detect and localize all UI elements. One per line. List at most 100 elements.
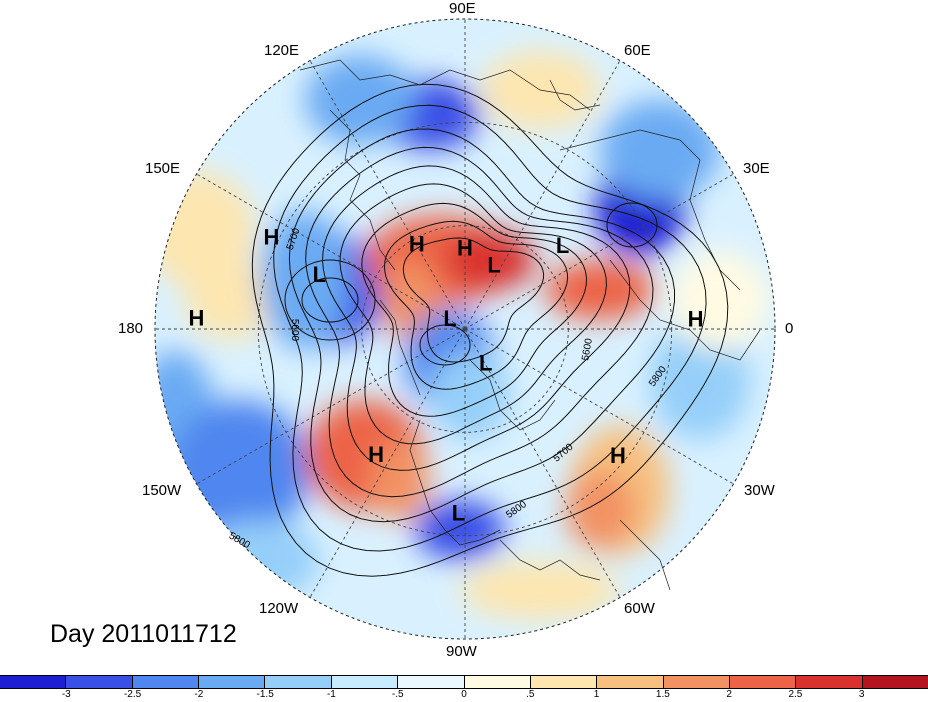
meridian-line bbox=[309, 60, 466, 330]
coastline bbox=[609, 259, 761, 361]
height-contours bbox=[251, 83, 729, 577]
colorbar-tick-label: -1 bbox=[326, 689, 336, 700]
lon-label-90w: 90W bbox=[446, 643, 477, 660]
map-boundary bbox=[154, 18, 776, 640]
colorbar-tick-label: -3 bbox=[61, 689, 71, 700]
meridian-line bbox=[464, 60, 621, 330]
warm-blob bbox=[185, 260, 275, 340]
lon-label-30w: 30W bbox=[744, 482, 775, 499]
colorbar-tick-label: -1.5 bbox=[256, 689, 274, 700]
cold-blob bbox=[600, 100, 720, 200]
colorbar-tick-label: -2 bbox=[194, 689, 204, 700]
colorbar-swatch bbox=[0, 676, 67, 688]
anomaly-blobs bbox=[155, 50, 770, 620]
lon-label-180: 180 bbox=[118, 320, 144, 337]
low-contour bbox=[419, 324, 471, 366]
colorbar-tick-label: 1 bbox=[593, 689, 600, 700]
lon-label-120w: 120W bbox=[259, 600, 299, 617]
height-contour bbox=[273, 104, 707, 552]
lon-label-90e: 90E bbox=[449, 0, 476, 17]
high-pressure-label: H bbox=[264, 225, 280, 250]
warm-blob bbox=[670, 250, 770, 350]
lon-label-60w: 60W bbox=[624, 600, 655, 617]
height-contour bbox=[322, 165, 631, 471]
colorbar-swatch bbox=[331, 676, 399, 688]
colorbar-tick-label: 2 bbox=[726, 689, 732, 700]
coastline bbox=[469, 359, 556, 431]
low-pressure-label: L bbox=[556, 233, 569, 258]
colorbar-swatch bbox=[265, 676, 332, 688]
low-contour bbox=[301, 277, 359, 323]
cold-blob bbox=[200, 520, 320, 600]
height-contour bbox=[383, 220, 569, 390]
colorbar-tick-label: 0 bbox=[461, 689, 467, 700]
graticule bbox=[155, 19, 775, 639]
colorbar bbox=[0, 675, 928, 689]
colorbar-tick-label: 2.5 bbox=[788, 689, 803, 700]
colorbar-tick-label: -2.5 bbox=[123, 689, 142, 700]
low-contour bbox=[606, 202, 658, 248]
cold-blob bbox=[170, 400, 310, 540]
high-pressure-label: H bbox=[457, 236, 473, 261]
high-pressure-label: H bbox=[189, 305, 205, 330]
colorbar-tick-label: 1.5 bbox=[655, 689, 670, 700]
low-pressure-label: L bbox=[487, 252, 500, 277]
low-pressure-label: L bbox=[452, 501, 465, 526]
warm-blob bbox=[545, 260, 655, 320]
height-contour bbox=[402, 237, 545, 363]
low-contour bbox=[284, 259, 376, 341]
lon-label-150w: 150W bbox=[142, 482, 182, 499]
meridian-line bbox=[196, 173, 466, 330]
coastline bbox=[619, 519, 671, 591]
lon-label-0: 0 bbox=[785, 320, 794, 337]
high-pressure-label: H bbox=[610, 443, 626, 468]
meridian-line bbox=[309, 328, 466, 598]
lon-label-30e: 30E bbox=[743, 160, 770, 177]
height-contour bbox=[361, 202, 588, 417]
high-pressure-label: H bbox=[409, 231, 425, 256]
cold-blob bbox=[260, 210, 350, 350]
meridian-line bbox=[464, 328, 621, 598]
meridian-line bbox=[464, 328, 734, 485]
high-pressure-label: H bbox=[368, 442, 384, 467]
height-contour bbox=[339, 183, 607, 445]
meridian-line bbox=[196, 328, 466, 485]
colorbar-swatch bbox=[398, 676, 465, 688]
height-contour bbox=[305, 146, 654, 498]
colorbar-tick-label: -.5 bbox=[391, 689, 404, 700]
colorbar-swatch bbox=[132, 676, 200, 688]
cold-blob bbox=[305, 55, 415, 145]
warm-blob bbox=[460, 560, 620, 620]
warm-blob bbox=[370, 440, 430, 520]
coastline bbox=[559, 129, 741, 291]
cold-blob bbox=[650, 320, 750, 440]
contour-value-label: 5600 bbox=[289, 319, 300, 342]
low-pressure-label: L bbox=[479, 351, 492, 376]
contour-value-label: 5600 bbox=[580, 337, 595, 361]
height-contour bbox=[288, 128, 675, 523]
coastline bbox=[549, 79, 601, 111]
coastline bbox=[499, 539, 601, 581]
coastline bbox=[379, 299, 421, 396]
meridian-line bbox=[464, 173, 734, 330]
colorbar-swatch bbox=[464, 676, 531, 688]
coastlines bbox=[299, 59, 761, 591]
colorbar-swatch bbox=[199, 676, 266, 688]
warm-blob bbox=[565, 470, 635, 550]
colorbar-ticks: -3 -2.5 -2 -1.5 -1 -.5 0 .5 1 1.5 2 2.5 3 bbox=[0, 689, 928, 702]
colorbar-swatch bbox=[66, 676, 133, 688]
colorbar-swatch bbox=[597, 676, 664, 688]
low-pressure-label: L bbox=[313, 262, 326, 287]
colorbar-swatch bbox=[796, 676, 863, 688]
lon-label-150e: 150E bbox=[145, 160, 181, 177]
coastline bbox=[409, 419, 501, 546]
colorbar-tick-label: 3 bbox=[858, 689, 865, 700]
colorbar-swatch bbox=[729, 676, 797, 688]
low-pressure-label: L bbox=[443, 306, 456, 331]
colorbar-swatch bbox=[862, 676, 928, 688]
height-contour bbox=[251, 83, 729, 577]
lon-label-60e: 60E bbox=[624, 42, 651, 59]
colorbar-swatch bbox=[530, 676, 598, 688]
